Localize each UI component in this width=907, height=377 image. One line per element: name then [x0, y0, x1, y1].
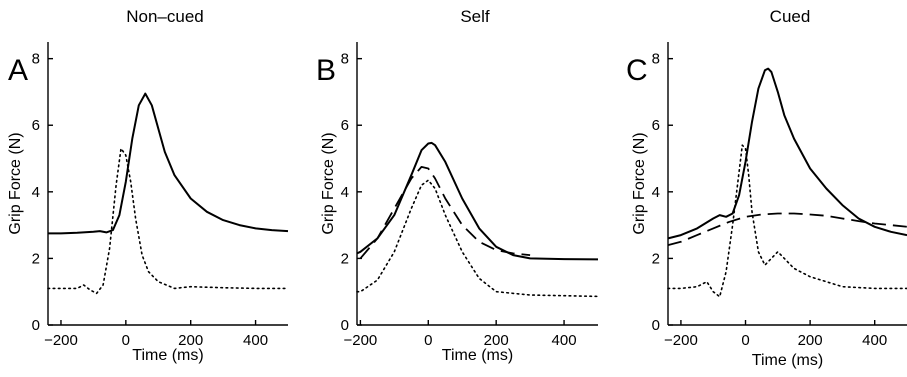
- x-tick-label: 200: [178, 332, 203, 349]
- y-tick-label: 8: [652, 51, 660, 68]
- y-tick-label: 2: [32, 250, 40, 267]
- y-axis-label: Grip Force (N): [320, 132, 337, 234]
- x-tick-label: −200: [343, 332, 377, 349]
- x-tick-label: 400: [552, 332, 577, 349]
- x-tick-label: 200: [484, 332, 509, 349]
- series-line-dashed: [359, 166, 531, 259]
- x-axis-label: Time (ms): [752, 352, 823, 369]
- panel-letter: A: [8, 54, 28, 87]
- series-line-solid: [667, 67, 907, 240]
- y-tick-label: 2: [341, 250, 349, 267]
- x-tick-label: 400: [862, 332, 887, 349]
- y-tick-label: 4: [32, 184, 40, 201]
- panel-title: Non–cued: [126, 7, 204, 26]
- y-tick-label: 6: [341, 117, 349, 134]
- panel-title: Self: [460, 7, 490, 26]
- x-tick-label: 400: [243, 332, 268, 349]
- y-tick-label: 4: [341, 184, 349, 201]
- panel-letter: C: [626, 54, 648, 87]
- y-tick-label: 2: [652, 250, 660, 267]
- x-tick-label: 0: [741, 332, 749, 349]
- x-tick-label: −200: [44, 332, 78, 349]
- x-axis-label: Time (ms): [132, 347, 203, 364]
- x-tick-label: −200: [664, 332, 698, 349]
- x-tick-label: 0: [424, 332, 432, 349]
- panel-title: Cued: [770, 7, 811, 26]
- y-tick-label: 8: [341, 51, 349, 68]
- y-axis-label: Grip Force (N): [631, 132, 648, 234]
- y-axis-label: Grip Force (N): [7, 132, 24, 234]
- y-tick-label: 6: [652, 117, 660, 134]
- y-tick-label: 4: [652, 184, 660, 201]
- y-tick-label: 0: [341, 317, 349, 334]
- x-tick-label: 0: [122, 332, 130, 349]
- series-line-dashed: [667, 212, 907, 246]
- series-line-solid: [48, 92, 289, 235]
- y-tick-label: 0: [32, 317, 40, 334]
- y-tick-label: 6: [32, 117, 40, 134]
- y-tick-label: 0: [652, 317, 660, 334]
- series-line-dotted: [47, 147, 289, 295]
- x-tick-label: 200: [798, 332, 823, 349]
- series-line-solid: [356, 141, 599, 261]
- y-tick-label: 8: [32, 51, 40, 68]
- x-axis-label: Time (ms): [442, 347, 513, 364]
- series-line-dotted: [667, 144, 907, 298]
- series-line-dotted: [356, 179, 599, 298]
- panel-letter: B: [316, 54, 336, 87]
